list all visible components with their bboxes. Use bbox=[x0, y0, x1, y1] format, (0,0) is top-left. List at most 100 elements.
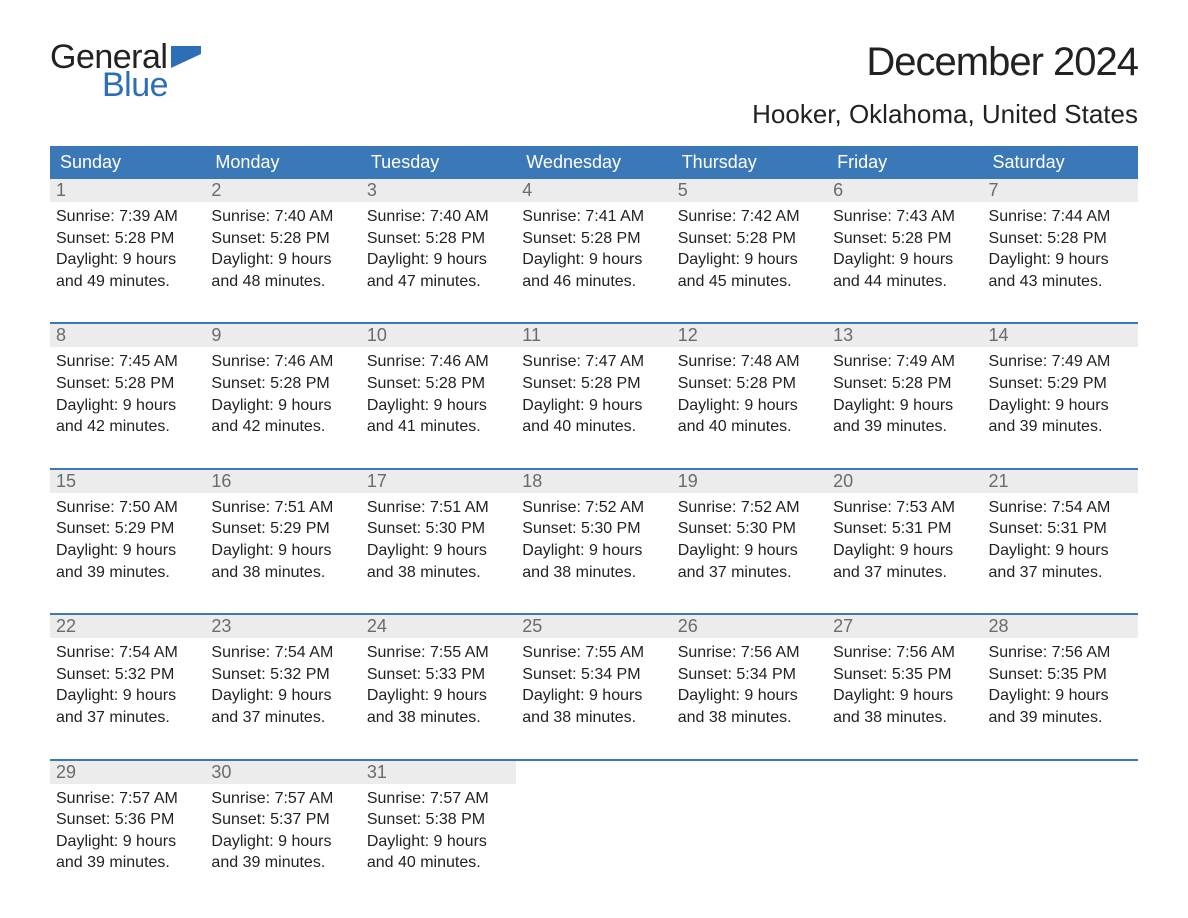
day-number: 31 bbox=[361, 761, 516, 784]
daylight-text: Daylight: 9 hours bbox=[989, 540, 1132, 562]
day-number bbox=[672, 761, 827, 784]
sunrise-text: Sunrise: 7:56 AM bbox=[678, 642, 821, 664]
day-number: 8 bbox=[50, 324, 205, 347]
daylight-text: and 44 minutes. bbox=[833, 271, 976, 293]
sunrise-text: Sunrise: 7:53 AM bbox=[833, 497, 976, 519]
day-data-row: Sunrise: 7:50 AMSunset: 5:29 PMDaylight:… bbox=[50, 493, 1138, 614]
day-cell: Sunrise: 7:54 AMSunset: 5:31 PMDaylight:… bbox=[983, 493, 1138, 614]
day-cell bbox=[827, 784, 982, 904]
sunrise-text: Sunrise: 7:40 AM bbox=[367, 206, 510, 228]
day-number: 2 bbox=[205, 179, 360, 202]
sunset-text: Sunset: 5:28 PM bbox=[211, 228, 354, 250]
sunset-text: Sunset: 5:28 PM bbox=[56, 228, 199, 250]
daylight-text: and 46 minutes. bbox=[522, 271, 665, 293]
daylight-text: and 37 minutes. bbox=[989, 562, 1132, 584]
daylight-text: Daylight: 9 hours bbox=[211, 685, 354, 707]
day-number-row: 15161718192021 bbox=[50, 470, 1138, 493]
day-number: 14 bbox=[983, 324, 1138, 347]
day-number: 20 bbox=[827, 470, 982, 493]
daylight-text: Daylight: 9 hours bbox=[678, 249, 821, 271]
sunset-text: Sunset: 5:34 PM bbox=[678, 664, 821, 686]
day-cell: Sunrise: 7:56 AMSunset: 5:34 PMDaylight:… bbox=[672, 638, 827, 759]
day-number: 7 bbox=[983, 179, 1138, 202]
day-cell bbox=[983, 784, 1138, 904]
daylight-text: and 40 minutes. bbox=[678, 416, 821, 438]
day-number-row: 22232425262728 bbox=[50, 615, 1138, 638]
sunset-text: Sunset: 5:34 PM bbox=[522, 664, 665, 686]
day-cell: Sunrise: 7:52 AMSunset: 5:30 PMDaylight:… bbox=[672, 493, 827, 614]
day-number: 28 bbox=[983, 615, 1138, 638]
sunrise-text: Sunrise: 7:43 AM bbox=[833, 206, 976, 228]
day-number: 19 bbox=[672, 470, 827, 493]
daylight-text: and 37 minutes. bbox=[833, 562, 976, 584]
day-number: 11 bbox=[516, 324, 671, 347]
day-cell: Sunrise: 7:51 AMSunset: 5:29 PMDaylight:… bbox=[205, 493, 360, 614]
daylight-text: Daylight: 9 hours bbox=[833, 540, 976, 562]
daylight-text: and 37 minutes. bbox=[56, 707, 199, 729]
day-number: 21 bbox=[983, 470, 1138, 493]
daylight-text: Daylight: 9 hours bbox=[678, 540, 821, 562]
sunrise-text: Sunrise: 7:49 AM bbox=[833, 351, 976, 373]
day-header-row: Sunday Monday Tuesday Wednesday Thursday… bbox=[50, 146, 1138, 179]
sunset-text: Sunset: 5:28 PM bbox=[56, 373, 199, 395]
daylight-text: and 38 minutes. bbox=[522, 562, 665, 584]
day-number: 10 bbox=[361, 324, 516, 347]
daylight-text: Daylight: 9 hours bbox=[56, 540, 199, 562]
day-data-row: Sunrise: 7:54 AMSunset: 5:32 PMDaylight:… bbox=[50, 638, 1138, 759]
day-cell: Sunrise: 7:57 AMSunset: 5:36 PMDaylight:… bbox=[50, 784, 205, 904]
day-cell: Sunrise: 7:47 AMSunset: 5:28 PMDaylight:… bbox=[516, 347, 671, 468]
day-header: Friday bbox=[827, 146, 982, 179]
sunset-text: Sunset: 5:35 PM bbox=[833, 664, 976, 686]
logo: General Blue bbox=[50, 40, 201, 102]
sunrise-text: Sunrise: 7:39 AM bbox=[56, 206, 199, 228]
daylight-text: and 49 minutes. bbox=[56, 271, 199, 293]
sunset-text: Sunset: 5:33 PM bbox=[367, 664, 510, 686]
day-header: Wednesday bbox=[516, 146, 671, 179]
day-number: 26 bbox=[672, 615, 827, 638]
day-cell: Sunrise: 7:56 AMSunset: 5:35 PMDaylight:… bbox=[827, 638, 982, 759]
sunrise-text: Sunrise: 7:54 AM bbox=[56, 642, 199, 664]
sunset-text: Sunset: 5:28 PM bbox=[211, 373, 354, 395]
title-block: December 2024 Hooker, Oklahoma, United S… bbox=[752, 40, 1138, 140]
day-number-row: 293031 bbox=[50, 761, 1138, 784]
day-number-row: 1234567 bbox=[50, 179, 1138, 202]
logo-word-blue: Blue bbox=[102, 68, 201, 102]
daylight-text: and 37 minutes. bbox=[211, 707, 354, 729]
day-data-row: Sunrise: 7:57 AMSunset: 5:36 PMDaylight:… bbox=[50, 784, 1138, 904]
daylight-text: and 38 minutes. bbox=[367, 707, 510, 729]
sunset-text: Sunset: 5:30 PM bbox=[367, 518, 510, 540]
daylight-text: Daylight: 9 hours bbox=[522, 540, 665, 562]
day-number: 18 bbox=[516, 470, 671, 493]
location-text: Hooker, Oklahoma, United States bbox=[752, 99, 1138, 130]
day-number bbox=[827, 761, 982, 784]
sunset-text: Sunset: 5:28 PM bbox=[678, 228, 821, 250]
day-cell: Sunrise: 7:55 AMSunset: 5:34 PMDaylight:… bbox=[516, 638, 671, 759]
sunrise-text: Sunrise: 7:55 AM bbox=[367, 642, 510, 664]
daylight-text: and 39 minutes. bbox=[211, 852, 354, 874]
day-cell: Sunrise: 7:41 AMSunset: 5:28 PMDaylight:… bbox=[516, 202, 671, 323]
daylight-text: and 40 minutes. bbox=[522, 416, 665, 438]
day-cell: Sunrise: 7:46 AMSunset: 5:28 PMDaylight:… bbox=[361, 347, 516, 468]
sunrise-text: Sunrise: 7:52 AM bbox=[522, 497, 665, 519]
day-cell: Sunrise: 7:55 AMSunset: 5:33 PMDaylight:… bbox=[361, 638, 516, 759]
day-cell: Sunrise: 7:44 AMSunset: 5:28 PMDaylight:… bbox=[983, 202, 1138, 323]
day-cell: Sunrise: 7:42 AMSunset: 5:28 PMDaylight:… bbox=[672, 202, 827, 323]
sunrise-text: Sunrise: 7:45 AM bbox=[56, 351, 199, 373]
sunset-text: Sunset: 5:32 PM bbox=[56, 664, 199, 686]
daylight-text: Daylight: 9 hours bbox=[367, 685, 510, 707]
sunrise-text: Sunrise: 7:41 AM bbox=[522, 206, 665, 228]
sunrise-text: Sunrise: 7:51 AM bbox=[211, 497, 354, 519]
day-cell bbox=[672, 784, 827, 904]
day-header: Monday bbox=[205, 146, 360, 179]
sunset-text: Sunset: 5:32 PM bbox=[211, 664, 354, 686]
daylight-text: and 39 minutes. bbox=[989, 707, 1132, 729]
calendar-table: Sunday Monday Tuesday Wednesday Thursday… bbox=[50, 146, 1138, 904]
day-number: 3 bbox=[361, 179, 516, 202]
daylight-text: Daylight: 9 hours bbox=[522, 685, 665, 707]
day-number: 15 bbox=[50, 470, 205, 493]
daylight-text: and 38 minutes. bbox=[211, 562, 354, 584]
sunset-text: Sunset: 5:38 PM bbox=[367, 809, 510, 831]
sunset-text: Sunset: 5:29 PM bbox=[211, 518, 354, 540]
daylight-text: Daylight: 9 hours bbox=[56, 395, 199, 417]
day-header: Saturday bbox=[983, 146, 1138, 179]
